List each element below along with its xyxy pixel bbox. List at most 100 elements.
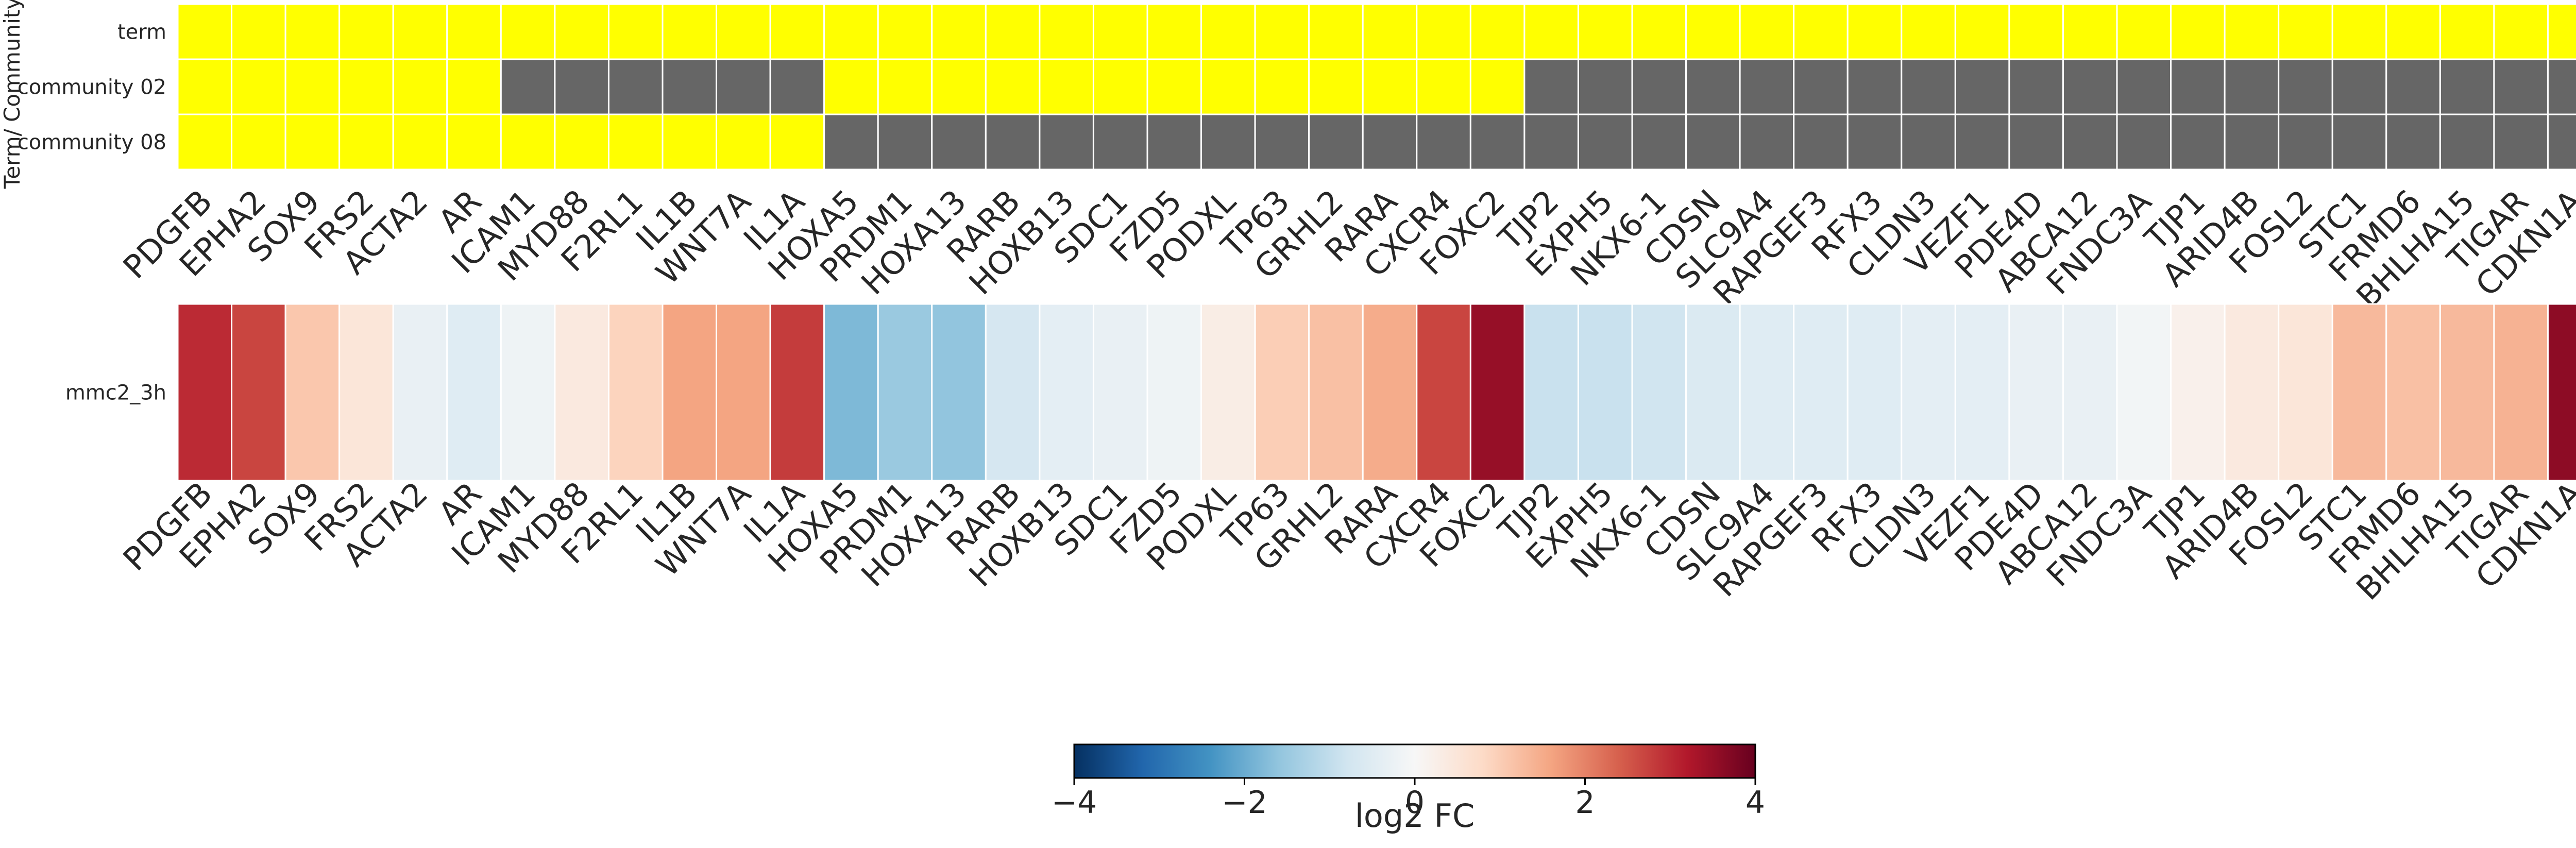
membership-cell-community-02-tjp2 <box>1523 58 1579 115</box>
membership-row-labels: term community 02 community 08 <box>18 21 166 155</box>
membership-cell-term-sox9 <box>284 3 341 60</box>
membership-cell-community-02-tjp1 <box>2170 58 2226 115</box>
membership-cell-community-08-grhl2 <box>1308 113 1364 171</box>
fold-change-cell-foxc2 <box>1469 303 1526 482</box>
membership-cell-community-08-sdc1 <box>1092 113 1148 171</box>
fold-change-cell-arid4b <box>2224 303 2280 482</box>
membership-cell-term-foxc2 <box>1469 3 1526 60</box>
fold-change-cell-acta2 <box>392 303 448 482</box>
fold-change-cell-rfx3 <box>1846 303 1903 482</box>
fold-change-cell-wnt7a <box>716 303 771 482</box>
membership-cell-term-slc9a4 <box>1739 3 1795 60</box>
membership-cell-community-08-il1a <box>769 113 825 171</box>
membership-cell-community-02-myd88 <box>554 58 609 115</box>
colorbar-tick-label: −2 <box>1222 785 1267 821</box>
membership-cell-community-08-tjp2 <box>1523 113 1579 171</box>
membership-cell-term-stc1 <box>2331 3 2387 60</box>
membership-cell-community-08-rapgef3 <box>1793 113 1849 171</box>
membership-cell-community-08-sox9 <box>284 113 341 171</box>
fold-change-cell-tp63 <box>1254 303 1310 482</box>
colorbar: −4 −2 0 2 4 log2 FC <box>1052 743 1765 835</box>
membership-cell-term-il1a <box>769 3 825 60</box>
membership-cell-community-02-abca12 <box>2062 58 2118 115</box>
fold-change-cell-f2rl1 <box>607 303 664 482</box>
row-label-community-02: community 02 <box>18 76 166 99</box>
membership-cell-community-08-acta2 <box>392 113 448 171</box>
fold-change-cell-bhlha15 <box>2439 303 2495 482</box>
membership-cell-community-02-rarb <box>985 58 1041 115</box>
membership-cell-term-hoxa13 <box>931 3 987 60</box>
membership-cell-term-cdsn <box>1685 3 1741 60</box>
membership-column-labels: PDGFBEPHA2SOX9FRS2ACTA2ARICAM1MYD88F2RL1… <box>116 182 2576 315</box>
fold-change-cell-tigar <box>2493 303 2549 482</box>
membership-cell-community-08-nkx6-1 <box>1631 113 1687 171</box>
colorbar-tick-label: 2 <box>1575 785 1595 821</box>
membership-cell-community-08-exph5 <box>1577 113 1633 171</box>
membership-cell-community-02-grhl2 <box>1308 58 1364 115</box>
fold-change-cell-hoxa5 <box>823 303 879 482</box>
membership-cell-community-08-ar <box>446 113 502 171</box>
membership-cell-community-02-fndc3a <box>2116 58 2172 115</box>
membership-cell-community-02-slc9a4 <box>1739 58 1795 115</box>
membership-cell-community-02-hoxb13 <box>1039 58 1094 115</box>
fold-change-cell-cxcr4 <box>1416 303 1471 482</box>
fold-change-cell-abca12 <box>2062 303 2118 482</box>
fold-change-cell-pdgfb <box>177 303 233 482</box>
fold-change-cell-rapgef3 <box>1793 303 1849 482</box>
membership-cell-term-hoxa5 <box>823 3 879 60</box>
row-label-mmc2-3h: mmc2_3h <box>65 381 166 405</box>
membership-cell-term-nkx6-1 <box>1631 3 1687 60</box>
fold-change-cell-cldn3 <box>1901 303 1956 482</box>
membership-cell-community-02-cxcr4 <box>1416 58 1471 115</box>
membership-cell-term-tjp2 <box>1523 3 1579 60</box>
fold-change-cell-fzd5 <box>1146 303 1202 482</box>
membership-cell-community-08-podxl <box>1200 113 1256 171</box>
membership-cell-community-02-rfx3 <box>1846 58 1903 115</box>
membership-cell-community-02-f2rl1 <box>607 58 664 115</box>
membership-cell-community-02-il1a <box>769 58 825 115</box>
membership-cell-term-fzd5 <box>1146 3 1202 60</box>
membership-cell-community-02-vezf1 <box>1954 58 2010 115</box>
membership-cell-community-08-cldn3 <box>1901 113 1956 171</box>
membership-cell-term-cxcr4 <box>1416 3 1471 60</box>
membership-cell-term-fndc3a <box>2116 3 2172 60</box>
membership-cell-term-bhlha15 <box>2439 3 2495 60</box>
fold-change-cell-tjp2 <box>1523 303 1579 482</box>
membership-cell-community-08-hoxa5 <box>823 113 879 171</box>
membership-cell-community-02-cdkn1a <box>2547 58 2576 115</box>
fold-change-cell-cdsn <box>1685 303 1741 482</box>
membership-cell-community-08-fzd5 <box>1146 113 1202 171</box>
membership-cell-community-02-sox9 <box>284 58 341 115</box>
membership-cell-term-exph5 <box>1577 3 1633 60</box>
fold-change-cell-fndc3a <box>2116 303 2172 482</box>
membership-cell-community-08-hoxa13 <box>931 113 987 171</box>
membership-cell-community-02-frs2 <box>338 58 394 115</box>
membership-cell-community-08-slc9a4 <box>1739 113 1795 171</box>
fold-change-cell-myd88 <box>554 303 609 482</box>
fold-change-cell-hoxb13 <box>1039 303 1094 482</box>
membership-cell-community-08-frmd6 <box>2385 113 2441 171</box>
fold-change-cell-epha2 <box>231 303 286 482</box>
membership-cell-term-myd88 <box>554 3 609 60</box>
membership-cell-community-08-cxcr4 <box>1416 113 1471 171</box>
fold-change-cell-rarb <box>985 303 1041 482</box>
membership-cell-community-02-foxc2 <box>1469 58 1526 115</box>
fold-change-heatmap <box>177 303 2576 482</box>
membership-cell-term-frmd6 <box>2385 3 2441 60</box>
membership-cell-community-02-hoxa5 <box>823 58 879 115</box>
membership-cell-term-rfx3 <box>1846 3 1903 60</box>
fold-change-cell-nkx6-1 <box>1631 303 1687 482</box>
membership-cell-community-08-tp63 <box>1254 113 1310 171</box>
fold-change-cell-il1b <box>662 303 718 482</box>
fold-change-cell-tjp1 <box>2170 303 2226 482</box>
row-label-term: term <box>117 21 166 44</box>
fold-change-cell-sox9 <box>284 303 341 482</box>
membership-cell-community-08-fndc3a <box>2116 113 2172 171</box>
membership-cell-community-08-myd88 <box>554 113 609 171</box>
membership-cell-community-02-fosl2 <box>2278 58 2333 115</box>
membership-cell-community-08-cdsn <box>1685 113 1741 171</box>
membership-cell-community-02-tigar <box>2493 58 2549 115</box>
membership-cell-term-podxl <box>1200 3 1256 60</box>
membership-cell-community-02-arid4b <box>2224 58 2280 115</box>
